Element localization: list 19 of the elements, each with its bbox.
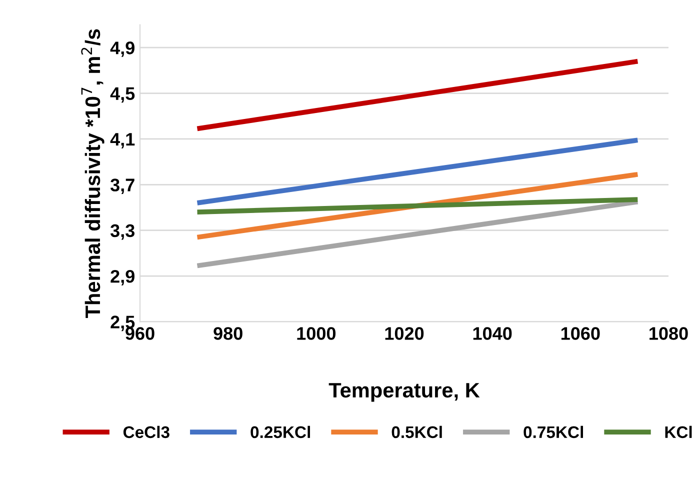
legend-label: CeCl3 [123,426,170,438]
legend-label: 0.75KCl [524,426,583,438]
legend-label: 0.5KCl [392,426,442,438]
x-tick-label: 1040 [473,327,512,340]
legend-label: KCl [665,426,692,438]
x-tick-label: 1020 [385,327,424,340]
x-tick-label: 980 [214,327,242,340]
x-axis-title: Temperature, K [328,383,480,402]
y-tick-label: 4,9 [110,42,134,57]
x-tick-label: 1000 [297,327,336,340]
y-tick-label: 3,7 [110,178,134,194]
y-tick-label: 4,1 [110,133,135,148]
x-tick-label: 1080 [650,327,688,340]
y-axis-title: Thermal diffusivity *10$^{7}$, m$^{2}$/s [81,29,104,318]
legend-label: 0.25KCl [250,426,310,438]
y-tick-label: 4,5 [110,87,135,103]
x-tick-label: 1060 [561,327,600,340]
y-tick-label: 3,3 [110,224,134,240]
y-tick-label: 2,9 [110,270,134,286]
